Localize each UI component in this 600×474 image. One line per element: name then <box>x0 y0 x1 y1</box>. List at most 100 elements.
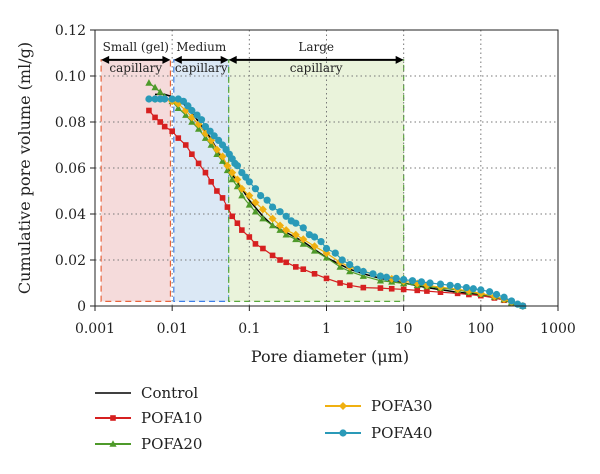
series-pofa10-point-14 <box>229 213 236 220</box>
x-tick-label-6: 1000 <box>540 321 576 337</box>
series-pofa40-point-53 <box>462 284 470 292</box>
legend-pofa30-marker <box>339 402 347 410</box>
series-pofa20-point-18 <box>251 207 260 215</box>
series-pofa40-point-34 <box>310 233 319 241</box>
y-tick-label-4: 0.08 <box>55 115 86 131</box>
region-0-label-line-1: capillary <box>109 61 162 75</box>
series-pofa10-point-8 <box>195 160 202 167</box>
x-tick-label-0: 0.001 <box>75 321 115 337</box>
series-pofa20-point-29 <box>359 272 367 279</box>
legend: Control POFA10 POFA20 POFA30 POFA40 <box>95 384 432 453</box>
series-pofa30-point-19 <box>276 221 285 230</box>
series-pofa10-point-24 <box>300 266 307 272</box>
series-pofa10-point-17 <box>246 234 253 240</box>
series-pofa30-point-15 <box>245 191 254 200</box>
series-pofa30-point-14 <box>237 184 246 193</box>
series-pofa20-point-10 <box>207 141 215 148</box>
region-0-arrow-left-head <box>101 55 110 64</box>
series-pofa10-point-20 <box>269 252 276 259</box>
series-pofa10-point-11 <box>214 188 220 194</box>
series-pofa10-point-36 <box>454 290 461 297</box>
series-pofa10-point-2 <box>157 119 164 125</box>
series-pofa40-point-58 <box>500 293 508 301</box>
x-tick-label-2: 0.1 <box>238 321 260 337</box>
y-tick-label-6: 0.12 <box>55 23 86 39</box>
series-pofa10 <box>146 107 526 309</box>
series-pofa40-point-44 <box>382 273 391 281</box>
series-pofa10-point-3 <box>161 123 168 130</box>
series-pofa40-point-47 <box>408 277 417 285</box>
series-pofa20-point-5 <box>174 104 182 111</box>
series-pofa40-point-54 <box>469 285 477 293</box>
x-tick-label-4: 10 <box>395 321 413 337</box>
series-pofa10-point-21 <box>277 257 283 263</box>
series-pofa10-point-28 <box>346 282 353 289</box>
series-pofa30-point-16 <box>251 198 260 207</box>
x-tick-label-5: 100 <box>467 321 494 337</box>
series-pofa20-point-28 <box>346 267 354 275</box>
series-pofa40-point-31 <box>292 219 300 227</box>
series-pofa40-point-37 <box>331 249 339 257</box>
series-pofa10-point-9 <box>202 169 209 176</box>
series-pofa10-point-30 <box>377 285 384 291</box>
series-pofa20-point-22 <box>282 230 290 238</box>
series-pofa30-point-18 <box>268 214 277 223</box>
series-pofa20-point-0 <box>145 79 153 86</box>
series-pofa20-point-2 <box>156 88 164 95</box>
series-pofa10-point-27 <box>337 280 343 286</box>
series-pofa30-point-11 <box>223 161 232 170</box>
series-pofa40-point-24 <box>251 185 260 193</box>
series-pofa40-point-11 <box>201 123 210 131</box>
series-pofa20-point-12 <box>218 157 227 164</box>
y-tick-label-2: 0.04 <box>55 207 86 223</box>
region-1-arrow-left-head <box>173 55 182 64</box>
legend-item-pofa30: POFA30 <box>325 397 432 415</box>
series-pofa20-point-8 <box>194 125 203 132</box>
region-1-box <box>173 59 230 303</box>
legend-pofa30-label: POFA30 <box>371 397 432 415</box>
legend-item-control: Control <box>95 384 198 402</box>
series-pofa40-point-51 <box>446 281 454 289</box>
region-0-label-line-0: Small (gel) <box>103 40 169 54</box>
legend-control-label: Control <box>141 384 198 402</box>
series-pofa10-point-19 <box>260 245 266 252</box>
y-tick-label-1: 0.02 <box>55 253 86 269</box>
series-pofa20-point-1 <box>151 83 159 91</box>
series-pofa10-point-10 <box>208 179 214 185</box>
series-pofa10-point-15 <box>234 220 241 226</box>
legend-item-pofa20: POFA20 <box>95 435 202 453</box>
series-pofa40-point-26 <box>263 196 271 204</box>
series-pofa30-point-9 <box>212 145 221 154</box>
series-pofa20-point-26 <box>322 253 331 261</box>
data-series <box>145 79 527 310</box>
series-pofa40-point-36 <box>322 244 331 253</box>
series-pofa10-point-35 <box>437 289 444 295</box>
series-pofa40-point-38 <box>338 256 346 264</box>
series-pofa10-point-0 <box>146 107 152 114</box>
x-axis-title: Pore diameter (μm) <box>251 347 409 366</box>
series-pofa40-point-49 <box>426 279 434 287</box>
series-pofa10-point-6 <box>182 142 189 148</box>
series-pofa30-point-21 <box>291 230 300 239</box>
series-pofa40-point-41 <box>359 267 367 276</box>
series-pofa20-point-17 <box>245 201 253 208</box>
series-pofa40-point-59 <box>507 297 516 305</box>
legend-pofa20-label: POFA20 <box>141 435 202 453</box>
x-tick-label-1: 0.01 <box>157 321 188 337</box>
series-pofa20-point-11 <box>213 150 221 157</box>
series-pofa20-point-6 <box>182 111 190 118</box>
series-pofa30-point-12 <box>228 168 237 177</box>
y-axis-title: Cumulative pore volume (ml/g) <box>15 42 34 294</box>
series-pofa10-point-1 <box>152 114 158 121</box>
series-pofa40-point-12 <box>206 127 214 135</box>
series-pofa10-point-16 <box>239 227 245 233</box>
region-2-label-line-0: Large <box>298 40 334 54</box>
series-pofa20-point-19 <box>259 214 267 222</box>
legend-pofa10-marker <box>110 415 116 421</box>
series-pofa30-point-13 <box>233 175 242 184</box>
series-pofa40-point-56 <box>486 288 494 296</box>
series-pofa40-point-46 <box>400 275 408 284</box>
series-pofa40-point-39 <box>346 261 354 269</box>
series-pofa10-point-26 <box>323 275 330 282</box>
